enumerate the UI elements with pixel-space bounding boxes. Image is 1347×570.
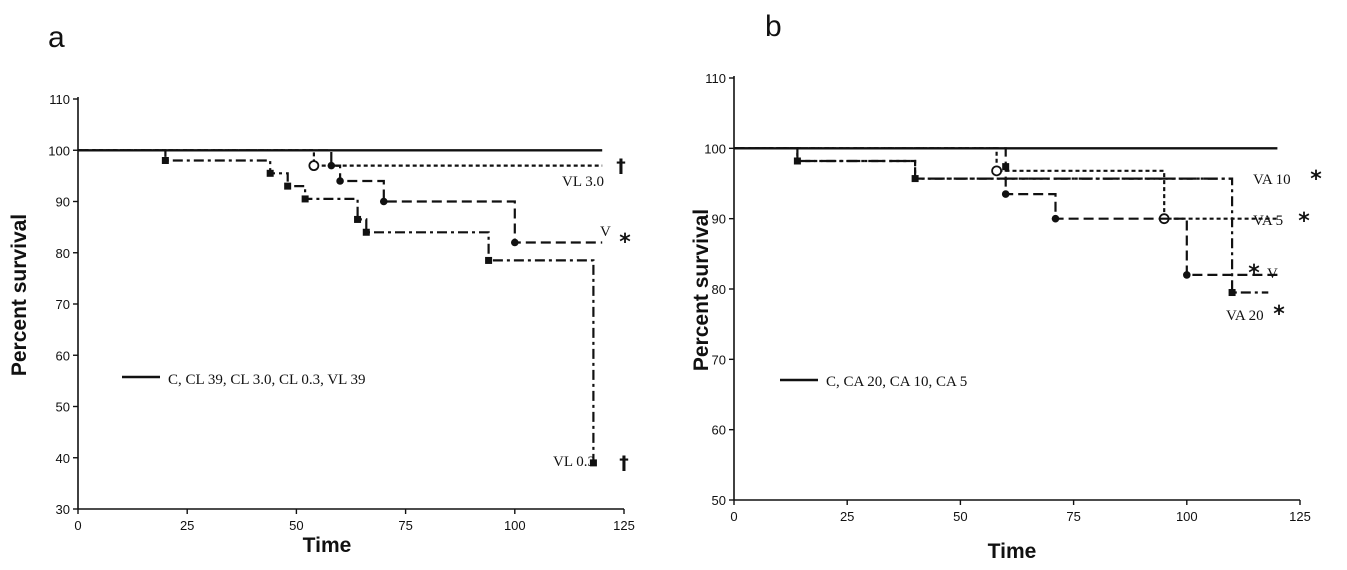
panel-a-series-2-marker (336, 177, 344, 185)
panel-b-y-tick-label: 70 (712, 352, 726, 367)
panel-b-significance-symbol: * (1310, 167, 1322, 192)
panel-a-series-2-marker (511, 238, 519, 247)
panel-a-x-axis-title: Time (303, 534, 352, 557)
panel-a-y-tick-label: 80 (56, 246, 70, 261)
panel-b-x-tick-label: 25 (840, 509, 854, 524)
panel-b-y-tick-label: 80 (712, 282, 726, 297)
panel-b-x-tick-label: 75 (1066, 509, 1080, 524)
panel-b-series-annotation: V (1267, 266, 1278, 282)
panel-a-series-annotation: V (600, 224, 611, 240)
panel-a-series-1-marker (308, 160, 320, 172)
panel-a-x-tick-label: 25 (180, 518, 194, 533)
panel-a-series-3-marker (161, 157, 169, 164)
panel-a-legend-label: C, CL 39, CL 3.0, CL 0.3, VL 39 (168, 372, 366, 388)
panel-a-significance-symbol: † (616, 155, 626, 177)
panel-a-x-tick-label: 125 (613, 518, 635, 533)
panel-b-y-tick-label: 110 (705, 71, 726, 86)
panel-a-y-axis-title: Percent survival (8, 214, 31, 376)
panel-b-series-3-marker (1051, 214, 1060, 223)
panel-a-series-3-marker (284, 182, 292, 190)
panel-a-series-3-marker (354, 215, 362, 223)
panel-b-x-tick-label: 0 (730, 509, 737, 524)
panel-b-x-tick-label: 125 (1289, 509, 1311, 524)
panel-a-series-line-1 (78, 149, 603, 167)
panel-b-series-3-marker (1183, 271, 1191, 279)
panel-b-series-line-4 (734, 147, 1269, 294)
panel-a-x-tick-label: 100 (504, 518, 526, 533)
panel-a-series-3-marker (266, 169, 274, 177)
panel-b-letter: b (765, 10, 782, 43)
panel-a-x-tick-label: 75 (398, 518, 412, 533)
panel-b-series-line-1 (734, 147, 1233, 180)
panel-b-series-line-3 (734, 147, 1278, 276)
panel-a-y-tick-label: 40 (56, 451, 70, 466)
panel-a-series-line-3 (78, 149, 595, 463)
panel-b-x-axis-title: Time (988, 540, 1037, 563)
panel-b-series-annotation: VA 20 (1226, 308, 1264, 324)
panel-b-y-tick-label: 50 (712, 493, 726, 508)
panel-b-legend-label: C, CA 20, CA 10, CA 5 (826, 374, 967, 390)
panel-b-series-4-marker (1228, 289, 1236, 297)
panel-a-y-tick-label: 100 (48, 143, 70, 158)
panel-b-series-annotation: VA 10 (1253, 172, 1291, 188)
panel-a-significance-symbol: * (619, 230, 631, 255)
panel-b-y-tick-label: 100 (704, 141, 726, 156)
panel-a-y-tick-label: 70 (56, 297, 70, 312)
panel-b-significance-symbol: * (1248, 261, 1260, 286)
panel-a-series-annotation: VL 0.3 (553, 454, 595, 470)
panel-a-series-3-marker (485, 256, 493, 264)
panel-b-significance-symbol: * (1273, 302, 1285, 327)
panel-b-y-axis-title: Percent survival (690, 209, 713, 371)
panel-b-series-4-marker (1002, 163, 1010, 171)
panel-b-series-3-marker (1001, 190, 1010, 198)
panel-b-y-tick-label: 60 (712, 423, 726, 438)
panel-a-x-tick-label: 0 (74, 518, 81, 533)
panel-a-series-3-marker (589, 459, 597, 467)
panel-a-y-tick-label: 60 (56, 348, 70, 363)
panel-a-x-tick-label: 50 (289, 518, 303, 533)
panel-b-significance-symbol: * (1298, 209, 1310, 234)
panel-a-significance-symbol: † (619, 452, 629, 474)
panel-b-x-tick-label: 50 (953, 509, 967, 524)
panel-a-series-line-2 (78, 149, 603, 244)
panel-a-y-tick-label: 90 (56, 195, 70, 210)
panel-b-series-2-marker (991, 165, 1003, 177)
panel-a-series-annotation: VL 3.0 (562, 174, 604, 190)
panel-a-letter: a (48, 21, 65, 54)
panel-a-series-3-marker (301, 195, 309, 203)
panel-a-y-tick-label: 30 (56, 502, 70, 517)
panel-b-y-tick-label: 90 (712, 212, 726, 227)
panel-b-series-annotation: VA 5 (1253, 213, 1283, 229)
panel-a-series-2-marker (327, 161, 336, 170)
panel-a-series-3-marker (362, 228, 370, 236)
panel-b-series-1-marker (793, 157, 801, 165)
panel-a-y-tick-label: 50 (56, 400, 70, 415)
panel-a-series-2-marker (379, 197, 388, 206)
panel-b-x-tick-label: 100 (1176, 509, 1198, 524)
panel-a-y-tick-label: 110 (49, 92, 70, 107)
